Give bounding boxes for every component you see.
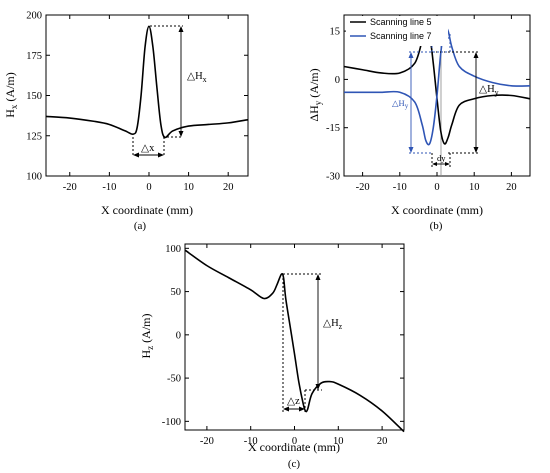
delta-hy-black-label: △Hy: [479, 84, 499, 97]
series-line-c-0: [184, 249, 405, 433]
delta-hz-label: △Hz: [323, 318, 343, 331]
legend-label-line-5: Scanning line 5: [370, 17, 432, 27]
annotations-c: △Hz △z: [282, 273, 343, 413]
x-tick-label-c: -20: [200, 436, 214, 447]
y-tick-label-a: 125: [26, 131, 42, 142]
panel-label-a: (a): [134, 220, 147, 232]
y-axis-label-b: ΔHy (A/m): [307, 68, 323, 121]
series-line-a-0: [45, 25, 249, 139]
panel-label-b: (b): [430, 220, 443, 232]
series-lines-b: [343, 25, 531, 146]
delta-hx-label: △Hx: [187, 71, 207, 84]
x-tick-label-a: 0: [146, 182, 151, 193]
y-axis-label-a: Hx (A/m): [3, 72, 19, 118]
series-lines-a: [45, 25, 249, 139]
x-tick-label-b: 20: [506, 182, 517, 193]
x-tick-label-b: 10: [469, 182, 480, 193]
x-tick-label-b: -10: [393, 182, 407, 193]
x-tick-label-b: -20: [356, 182, 370, 193]
x-tick-label-c: 10: [333, 436, 344, 447]
ticks-a: -20 -10 0 10 20 100 125 150 175 200: [26, 11, 248, 193]
delta-hy-blue-label: △Hy: [392, 98, 409, 110]
x-axis-label-c: X coordinate (mm): [248, 440, 340, 454]
series-lines-c: [184, 249, 405, 433]
y-tick-label-c: -100: [162, 417, 181, 428]
y-tick-label-c: 0: [176, 330, 181, 341]
x-tick-label-a: 20: [223, 182, 234, 193]
x-tick-label-c: 0: [292, 436, 297, 447]
x-axis-label-b: X coordinate (mm): [391, 203, 483, 217]
legend-b: Scanning line 5 Scanning line 7: [346, 16, 448, 46]
delta-z-label: △z: [287, 396, 300, 407]
panel-b: -20 -10 0 10 20 -30 -15 0 15 △Hy △Hy dy: [307, 14, 531, 232]
x-tick-label-c: -10: [244, 436, 258, 447]
y-tick-label-b: 0: [335, 75, 340, 86]
x-tick-label-c: 20: [377, 436, 388, 447]
y-tick-label-a: 200: [26, 11, 42, 22]
panel-label-c: (c): [288, 458, 301, 470]
x-tick-label-a: -20: [63, 182, 77, 193]
y-tick-label-b: -15: [326, 123, 340, 134]
delta-x-label: △x: [141, 143, 155, 154]
dy-bottom-label: dy: [437, 153, 446, 163]
y-axis-label-c: Hz (A/m): [139, 313, 155, 358]
y-tick-label-a: 150: [26, 91, 42, 102]
panel-a: -20 -10 0 10 20 100 125 150 175 200 △Hx △x Hx (A/…: [3, 11, 249, 232]
x-tick-label-b: 0: [434, 182, 439, 193]
series-line-b-1: [344, 25, 531, 146]
y-tick-label-c: -50: [167, 374, 181, 385]
y-tick-label-a: 175: [26, 51, 42, 62]
y-tick-label-c: 100: [165, 244, 181, 255]
x-tick-label-a: 10: [183, 182, 194, 193]
y-tick-label-b: -30: [326, 172, 340, 183]
y-tick-label-c: 50: [171, 287, 182, 298]
x-tick-label-a: -10: [102, 182, 116, 193]
y-tick-label-a: 100: [26, 172, 42, 183]
legend-label-line-7: Scanning line 7: [370, 31, 432, 41]
x-axis-label-a: X coordinate (mm): [101, 203, 193, 217]
y-tick-label-b: 15: [330, 27, 341, 38]
annotations-a: △Hx △x: [132, 25, 207, 158]
